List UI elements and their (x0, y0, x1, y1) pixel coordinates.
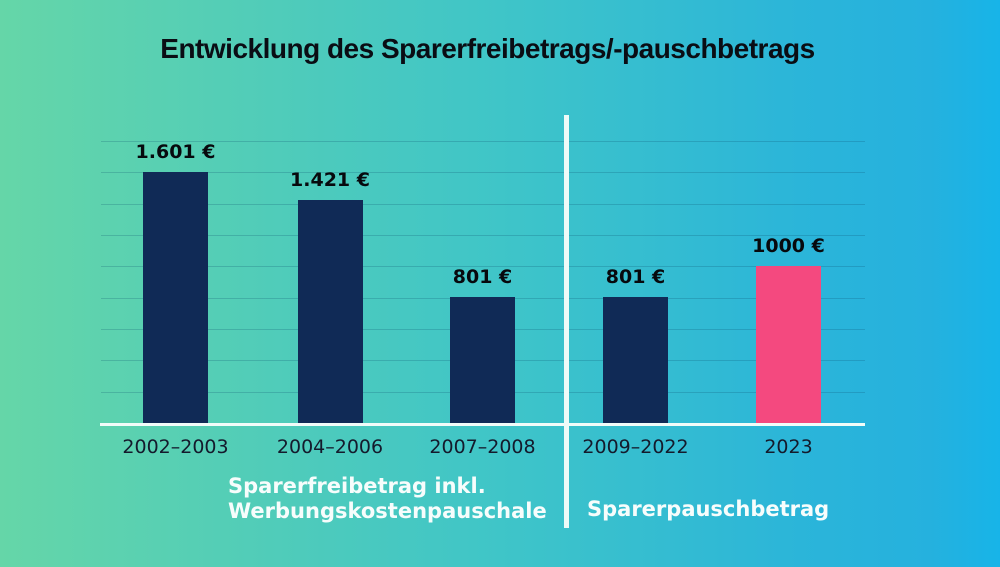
bar-value-label: 1.601 € (135, 141, 216, 163)
bar-value-label: 1.421 € (290, 169, 370, 192)
x-tick-label: 2023 (764, 436, 813, 458)
bar (603, 297, 668, 423)
bar (450, 297, 515, 423)
gridline (101, 234, 865, 236)
bar-value-label: 1000 € (752, 235, 825, 258)
gridline (101, 266, 865, 268)
group-divider-line (564, 115, 569, 528)
gridline (101, 172, 865, 174)
group-label-line: Werbungskostenpauschale (228, 499, 547, 523)
bar (756, 266, 821, 423)
x-tick-label: 2009–2022 (582, 436, 689, 458)
x-tick-label: 2002–2003 (122, 436, 229, 458)
bar-value-label: 801 € (605, 266, 666, 289)
group-label-line: Sparerpauschbetrag (587, 497, 830, 521)
bar (143, 172, 208, 423)
gridline (101, 203, 865, 205)
chart-title: Entwicklung des Sparerfreibetrags/-pausc… (160, 33, 815, 64)
group-label-sparerfreibetrag: Sparerfreibetrag inkl. Werbungskostenpau… (228, 474, 547, 524)
group-label-sparerpauschbetrag: Sparerpauschbetrag (587, 497, 829, 522)
group-label-line: Sparerfreibetrag inkl. (228, 474, 486, 498)
gridline (101, 140, 865, 142)
bar (297, 200, 363, 423)
x-axis-baseline (100, 423, 865, 426)
x-tick-label: 2007–2008 (429, 436, 536, 458)
bar-value-label: 801 € (452, 266, 513, 289)
x-tick-label: 2004–2006 (276, 436, 384, 458)
